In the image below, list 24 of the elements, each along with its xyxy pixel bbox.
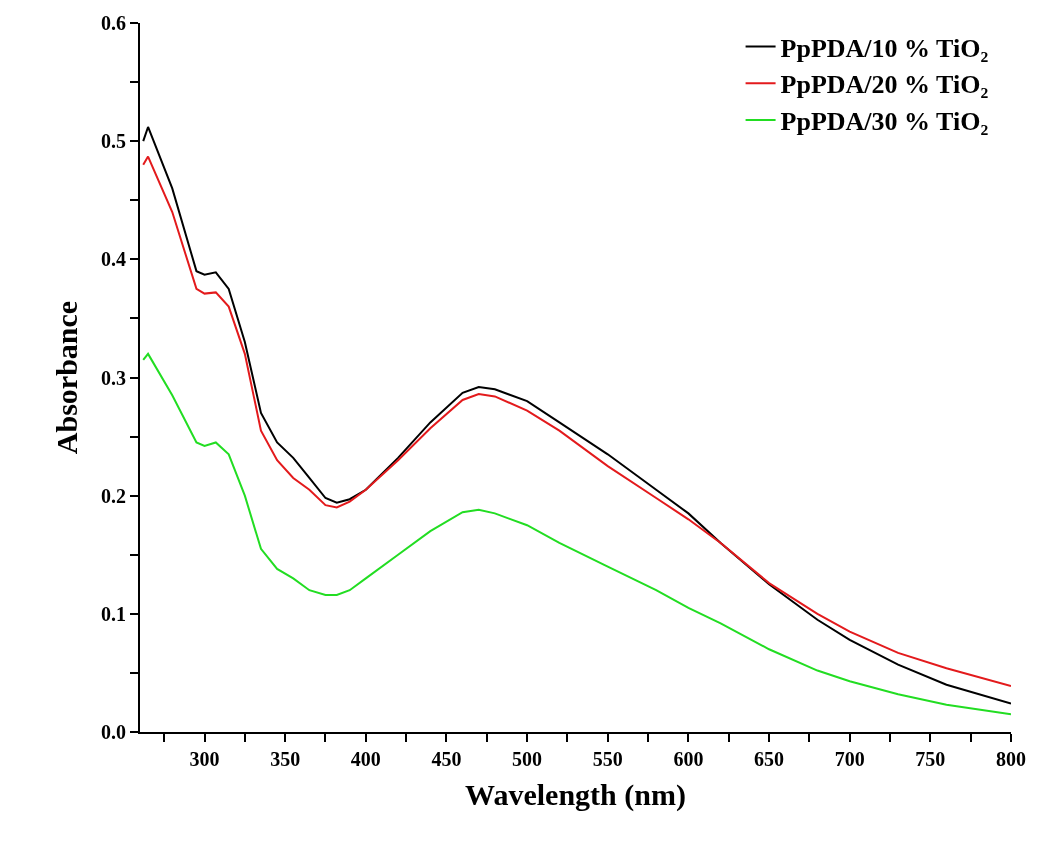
y-tick-label: 0.4 xyxy=(101,248,126,271)
legend-label: PpPDA/10 % TiO₂ xyxy=(780,33,989,63)
y-tick-label: 0.0 xyxy=(101,721,126,743)
x-tick-label: 350 xyxy=(270,748,301,770)
x-axis-title: Wavelength (nm) xyxy=(465,778,686,812)
x-tick-label: 800 xyxy=(996,748,1026,770)
x-tick-label: 400 xyxy=(350,748,381,770)
y-tick-label: 0.3 xyxy=(101,366,126,389)
legend-label: PpPDA/20 % TiO₂ xyxy=(780,70,989,100)
x-tick-label: 700 xyxy=(834,748,865,770)
x-tick-label: 300 xyxy=(189,748,220,770)
x-tick-label: 650 xyxy=(754,748,785,770)
y-tick-label: 0.2 xyxy=(101,484,126,507)
x-tick-label: 600 xyxy=(673,748,704,770)
x-tick-label: 450 xyxy=(431,748,462,770)
x-tick-label: 750 xyxy=(915,748,946,770)
y-tick-label: 0.1 xyxy=(101,602,126,625)
y-tick-label: 0.6 xyxy=(101,12,126,34)
line-series xyxy=(142,352,1011,716)
x-tick-label: 550 xyxy=(592,748,623,770)
y-axis-title: Absorbance xyxy=(49,300,83,455)
y-tick-label: 0.5 xyxy=(101,130,126,153)
legend-label: PpPDA/30 % TiO₂ xyxy=(780,107,989,137)
x-tick-label: 500 xyxy=(512,748,543,770)
